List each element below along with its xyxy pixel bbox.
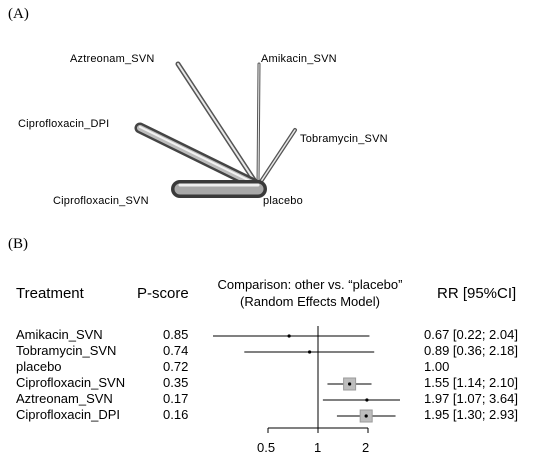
row-treatment: Ciprofloxacin_SVN: [16, 375, 126, 390]
axis-tick-label: 2: [362, 440, 370, 455]
node-placebo: placebo: [263, 195, 303, 207]
header-comparison-line2: (Random Effects Model): [240, 294, 380, 309]
header-treatment: Treatment: [16, 285, 84, 302]
row-rr: 1.95 [1.30; 2.93]: [424, 407, 518, 422]
axis-tick-label: 1: [314, 440, 322, 455]
row-treatment: Aztreonam_SVN: [16, 391, 113, 406]
row-pscore: 0.72: [163, 359, 189, 374]
row-treatment: Amikacin_SVN: [16, 327, 103, 342]
row-rr: 1.55 [1.14; 2.10]: [424, 375, 518, 390]
panel-a-label: (A): [8, 6, 29, 22]
header-pscore: P-score: [137, 285, 189, 302]
estimate-point: [365, 398, 369, 402]
row-pscore: 0.74: [163, 343, 189, 358]
estimate-point: [307, 350, 312, 354]
header-rr: RR [95%CI]: [437, 285, 517, 302]
row-pscore: 0.17: [163, 391, 189, 406]
header-comparison-line1: Comparison: other vs. “placebo”: [217, 277, 403, 292]
row-treatment: Tobramycin_SVN: [16, 343, 117, 358]
estimate-point: [287, 334, 291, 338]
node-ciprofloxacin-dpi: Ciprofloxacin_DPI: [18, 118, 110, 130]
row-pscore: 0.35: [163, 375, 189, 390]
row-rr: 1.00: [424, 359, 450, 374]
estimate-point: [364, 414, 368, 418]
node-amikacin-svn: Amikacin_SVN: [261, 53, 337, 65]
row-treatment: Ciprofloxacin_DPI: [16, 407, 121, 422]
estimate-point: [348, 382, 352, 386]
row-rr: 0.67 [0.22; 2.04]: [424, 327, 518, 342]
node-tobramycin-svn: Tobramycin_SVN: [300, 133, 388, 145]
row-pscore: 0.16: [163, 407, 189, 422]
network-edges: [134, 61, 297, 198]
row-rr: 0.89 [0.36; 2.18]: [424, 343, 518, 358]
node-ciprofloxacin-svn: Ciprofloxacin_SVN: [53, 195, 149, 207]
row-pscore: 0.85: [163, 327, 189, 342]
row-rr: 1.97 [1.07; 3.64]: [424, 391, 518, 406]
node-aztreonam-svn: Aztreonam_SVN: [70, 53, 155, 65]
row-treatment: placebo: [16, 359, 62, 374]
panel-b-label: (B): [8, 236, 28, 252]
axis-tick-label: 0.5: [257, 440, 276, 455]
